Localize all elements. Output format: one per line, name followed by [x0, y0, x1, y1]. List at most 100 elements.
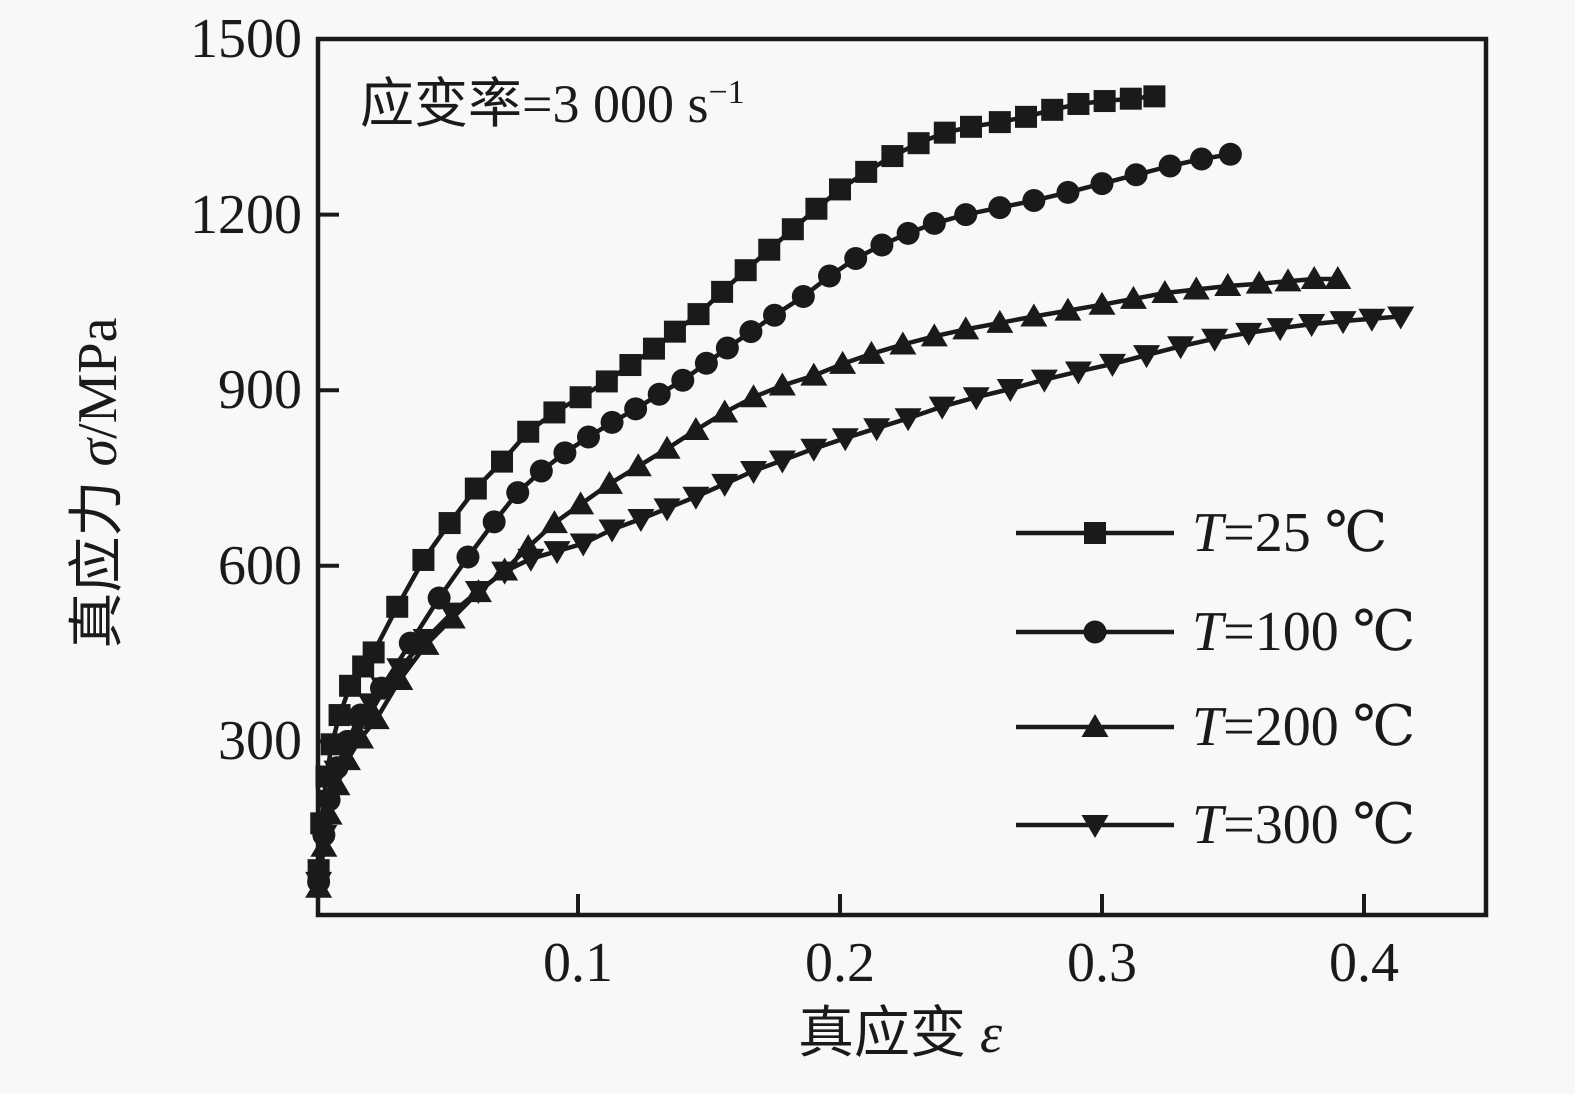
legend-value: =200 ℃ — [1223, 696, 1416, 758]
triangle-up-marker — [829, 350, 857, 374]
circle-marker — [818, 264, 842, 288]
square-marker — [1143, 85, 1166, 108]
curve-markers-t200 — [305, 265, 1352, 898]
strain-rate-text: 应变率=3 000 s — [360, 74, 709, 134]
curve-markers-t100 — [307, 142, 1242, 894]
triangle-down-marker — [569, 533, 597, 557]
strain-rate-exponent: −1 — [708, 74, 745, 111]
circle-marker — [694, 351, 718, 375]
triangle-down-marker — [1329, 311, 1357, 335]
triangle-down-marker — [1081, 815, 1109, 838]
triangle-up-marker — [491, 557, 519, 581]
legend-T-symbol: T — [1192, 794, 1224, 856]
circle-marker — [529, 459, 553, 483]
circle-marker — [456, 545, 480, 569]
circle-marker — [1022, 189, 1046, 213]
triangle-down-marker — [1133, 345, 1161, 369]
square-marker — [1015, 105, 1038, 128]
triangle-up-marker — [386, 666, 414, 690]
series-t100 — [307, 142, 1242, 894]
square-marker — [758, 238, 781, 261]
square-marker — [663, 320, 686, 343]
triangle-down-marker — [1387, 306, 1415, 330]
triangle-down-marker — [1064, 361, 1092, 385]
curve-markers-t25 — [307, 85, 1166, 882]
circle-marker — [1190, 147, 1214, 171]
triangle-up-marker — [920, 323, 948, 347]
y-axis-title-unit: /MPa — [67, 317, 129, 439]
circle-marker — [398, 631, 422, 655]
square-marker — [619, 354, 642, 377]
square-marker — [881, 145, 904, 168]
triangle-down-marker — [962, 387, 990, 411]
square-marker — [464, 477, 487, 500]
legend-value: =100 ℃ — [1223, 601, 1416, 663]
curve-line-t25 — [316, 94, 1155, 871]
square-marker — [960, 115, 982, 138]
square-marker — [339, 674, 362, 697]
square-marker — [1093, 90, 1116, 113]
triangle-up-marker — [1119, 285, 1147, 309]
triangle-down-marker — [800, 438, 828, 462]
square-marker — [491, 450, 514, 473]
triangle-up-marker — [1054, 297, 1082, 321]
circle-marker — [715, 336, 739, 360]
triangle-up-marker — [624, 453, 652, 477]
square-marker — [362, 641, 385, 664]
square-marker — [907, 132, 930, 155]
legend-value: =25 ℃ — [1223, 502, 1388, 564]
circle-marker — [922, 211, 946, 235]
circle-marker — [600, 410, 624, 434]
triangle-up-marker — [800, 362, 828, 386]
triangle-up-marker — [857, 340, 885, 364]
triangle-down-marker — [1098, 353, 1126, 377]
circle-marker — [1090, 172, 1114, 196]
x-tick-label: 0.2 — [805, 932, 875, 994]
y-tick-label: 300 — [218, 710, 302, 773]
triangle-down-marker — [543, 541, 571, 565]
square-marker — [829, 178, 851, 201]
triangle-down-marker — [768, 450, 796, 474]
triangle-up-marker — [1245, 270, 1273, 294]
square-marker — [805, 197, 828, 220]
triangle-down-marker — [1298, 314, 1326, 338]
circle-marker — [576, 425, 600, 449]
triangle-down-marker — [598, 519, 626, 543]
square-marker — [1067, 92, 1090, 115]
legend-T-symbol: T — [1192, 696, 1224, 758]
circle-marker — [1124, 163, 1148, 187]
triangle-up-marker — [438, 605, 466, 629]
triangle-down-marker — [1030, 369, 1058, 393]
legend-label-t25: T=25 ℃ — [1192, 500, 1387, 566]
circle-marker — [988, 196, 1012, 220]
y-axis-title-cjk: 真应力 — [67, 466, 129, 649]
epsilon-symbol: ε — [979, 1003, 1003, 1065]
triangle-up-marker — [1324, 265, 1352, 289]
triangle-up-marker — [540, 510, 568, 534]
triangle-up-marker — [653, 435, 681, 459]
circle-marker — [553, 441, 577, 465]
triangle-down-marker — [928, 396, 956, 420]
square-marker — [711, 280, 734, 303]
square-marker — [569, 386, 592, 409]
circle-marker — [370, 676, 393, 700]
circle-marker — [647, 382, 671, 406]
circle-marker — [427, 586, 451, 610]
circle-marker — [671, 368, 695, 392]
triangle-up-marker — [1214, 273, 1242, 297]
plot-frame — [315, 36, 1489, 918]
triangle-down-marker — [863, 418, 891, 442]
triangle-up-marker — [595, 470, 623, 494]
triangle-up-marker — [1088, 291, 1116, 315]
triangle-down-marker — [831, 428, 859, 452]
square-marker — [412, 548, 435, 571]
triangle-down-marker — [711, 473, 739, 497]
triangle-up-marker — [1020, 303, 1048, 327]
circle-marker — [896, 221, 920, 245]
circle-marker — [506, 481, 530, 505]
square-marker — [386, 595, 409, 618]
y-tick-label: 1500 — [190, 8, 302, 70]
y-tick-label: 1200 — [190, 183, 302, 246]
